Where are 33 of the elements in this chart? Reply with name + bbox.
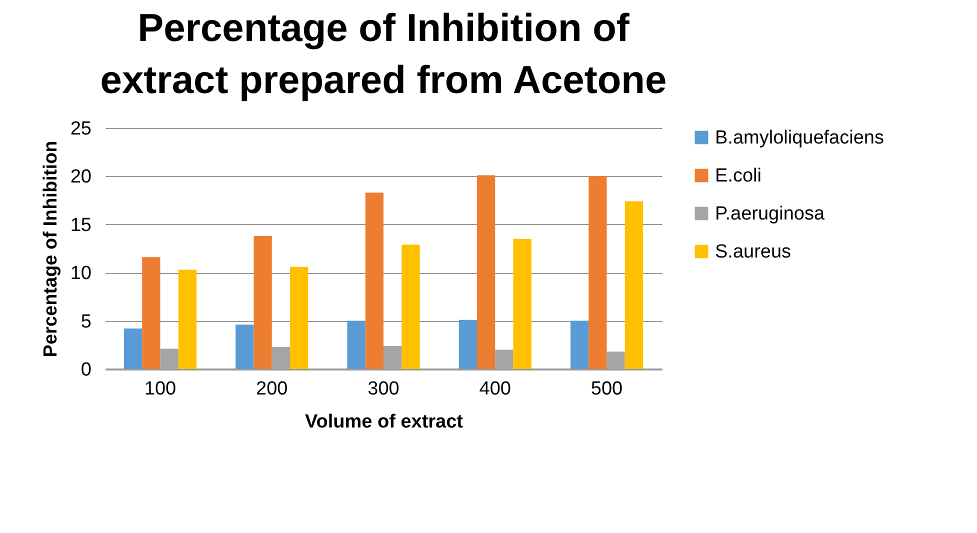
bar (588, 176, 607, 369)
y-tick-label: 15 (70, 214, 92, 236)
bar (347, 320, 366, 369)
legend-label: P.aeruginosa (715, 204, 825, 224)
bar (513, 238, 532, 369)
x-axis-title: Volume of extract (304, 412, 464, 432)
legend-label: B.amyloliquefaciens (715, 128, 884, 148)
bar (570, 320, 589, 369)
bar (124, 328, 142, 369)
bar (458, 320, 477, 369)
bar (624, 201, 644, 369)
x-tick-label: 200 (256, 378, 288, 400)
y-tick-label: 0 (80, 360, 92, 380)
bar (254, 236, 272, 369)
x-tick-label: 100 (144, 378, 176, 400)
x-tick-label: 300 (368, 378, 400, 400)
bar (236, 324, 254, 369)
legend-label: S.aureus (715, 242, 792, 262)
y-axis-title: Percentage of Inhibition (40, 140, 62, 358)
x-tick-label: 400 (479, 378, 511, 400)
bar (476, 175, 496, 369)
chart-title: Percentage of Inhibition of extract prepared from Acetone (100, 7, 667, 102)
y-tick-label: 20 (70, 166, 92, 188)
bar (142, 257, 160, 369)
bar (290, 266, 308, 369)
y-tick-label: 10 (70, 263, 92, 284)
bar (178, 270, 197, 369)
y-tick-label: 5 (80, 311, 92, 332)
bar (365, 192, 384, 369)
legend-label: E.coli (715, 166, 762, 186)
y-tick-label: 25 (70, 118, 92, 140)
x-tick-label: 500 (590, 378, 623, 400)
bar (402, 244, 420, 369)
